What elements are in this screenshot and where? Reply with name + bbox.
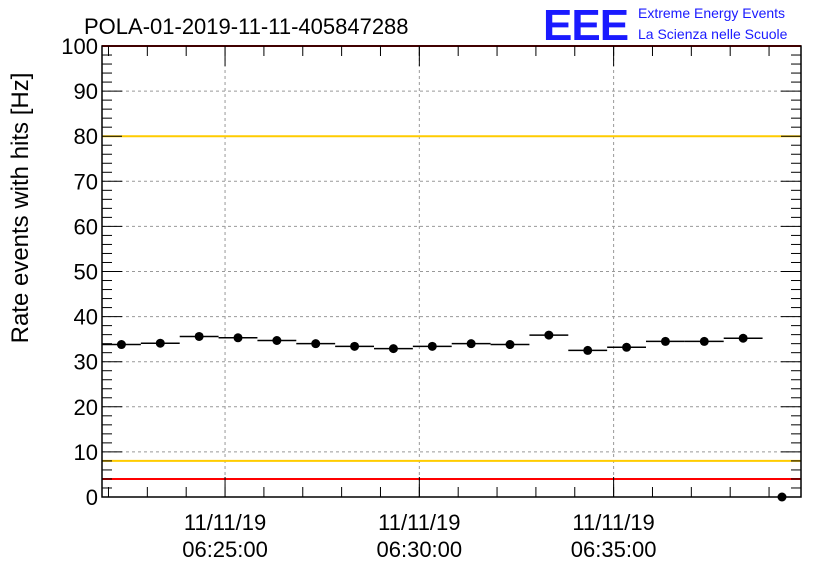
x-tick-date: 11/11/19 — [184, 510, 266, 535]
data-point — [505, 340, 515, 350]
data-point — [466, 339, 476, 349]
y-tick-label: 70 — [74, 169, 98, 194]
x-tick-time: 06:30:00 — [377, 537, 463, 562]
y-tick-label: 100 — [61, 34, 98, 59]
data-point — [194, 331, 204, 341]
x-tick-time: 06:35:00 — [571, 537, 657, 562]
y-tick-label: 30 — [74, 350, 98, 375]
data-point — [622, 342, 632, 352]
x-tick-date: 11/11/19 — [572, 510, 654, 535]
data-point — [777, 492, 787, 502]
y-tick-label: 40 — [74, 305, 98, 330]
logo-line-2: La Scienza nelle Scuole — [638, 26, 788, 42]
x-tick-time: 06:25:00 — [182, 537, 268, 562]
y-tick-label: 20 — [74, 395, 98, 420]
x-tick-date: 11/11/19 — [378, 510, 460, 535]
data-point — [738, 333, 748, 343]
logo-text: EEE — [543, 1, 628, 50]
y-tick-labels: 0 10 20 30 40 50 60 70 80 90 100 — [61, 34, 98, 510]
data-point — [699, 336, 709, 346]
data-point — [583, 345, 593, 355]
x-tick-labels: 11/11/1906:25:0011/11/1906:30:0011/11/19… — [182, 510, 656, 562]
data-point — [660, 336, 670, 346]
data-point — [544, 330, 554, 340]
axis-ticks — [102, 45, 801, 498]
data-point — [427, 341, 437, 351]
data-point — [388, 344, 398, 354]
eee-logo: EEE Extreme Energy Events La Scienza nel… — [543, 1, 788, 50]
reference-lines — [102, 45, 801, 480]
data-point — [311, 339, 321, 349]
y-tick-label: 0 — [86, 485, 98, 510]
y-tick-label: 60 — [74, 214, 98, 239]
data-points — [102, 330, 787, 502]
logo-line-1: Extreme Energy Events — [638, 5, 785, 21]
grid-lines — [102, 46, 801, 497]
data-point — [350, 341, 360, 351]
chart-title: POLA-01-2019-11-11-405847288 — [84, 14, 409, 39]
data-point — [272, 336, 282, 346]
data-point — [116, 340, 126, 350]
y-tick-label: 90 — [74, 79, 98, 104]
y-axis-label: Rate events with hits [Hz] — [7, 73, 34, 344]
data-point — [233, 333, 243, 343]
y-tick-label: 10 — [74, 440, 98, 465]
data-point — [155, 338, 165, 348]
y-tick-label: 50 — [74, 260, 98, 285]
y-tick-label: 80 — [74, 124, 98, 149]
